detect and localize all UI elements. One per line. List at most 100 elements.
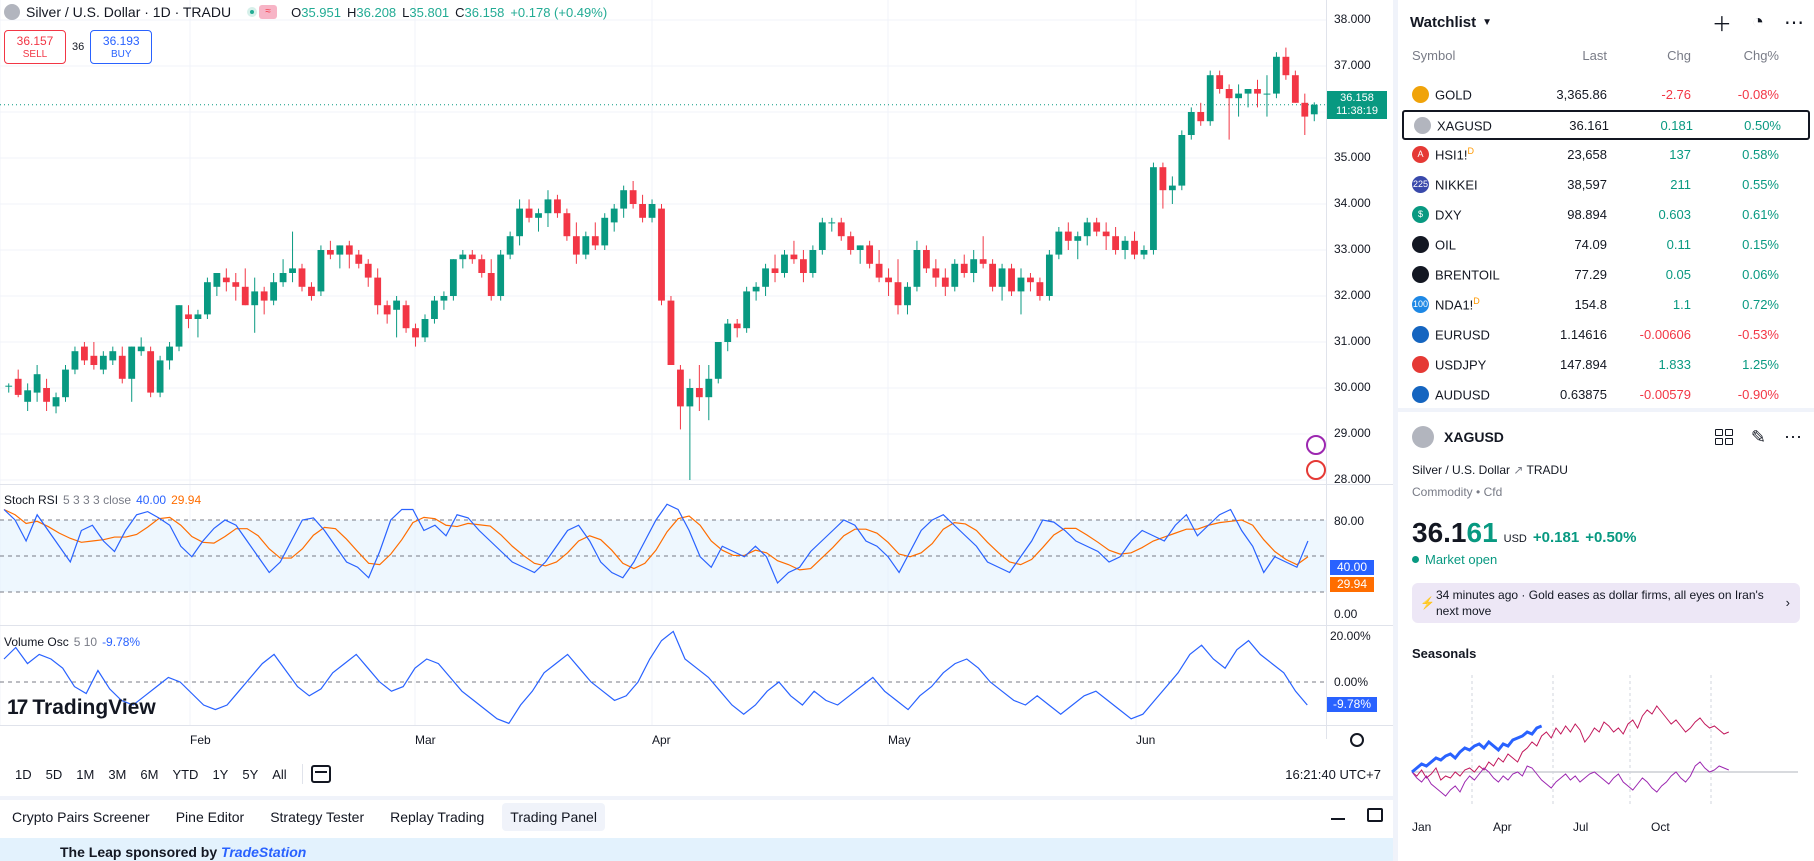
chart-title[interactable]: Silver / U.S. Dollar · 1D · TRADU bbox=[26, 4, 232, 20]
watchlist-symbol: DXY bbox=[1435, 206, 1528, 223]
sell-button[interactable]: 36.157 SELL bbox=[4, 30, 66, 64]
candle-body bbox=[516, 208, 523, 237]
seasonals-title[interactable]: Seasonals bbox=[1412, 646, 1477, 661]
change-pct: -0.90% bbox=[1737, 387, 1779, 402]
range-3m[interactable]: 3M bbox=[108, 766, 127, 782]
range-1m[interactable]: 1M bbox=[76, 766, 95, 782]
stoch-rsi-name[interactable]: Stoch RSI bbox=[4, 493, 59, 507]
watchlist-symbol: EURUSD bbox=[1435, 326, 1528, 343]
tab-strategy-tester[interactable]: Strategy Tester bbox=[270, 809, 365, 825]
more-icon[interactable]: ⋯ bbox=[1784, 426, 1802, 447]
details-symbol[interactable]: XAGUSD bbox=[1444, 429, 1504, 445]
price-axis-separator bbox=[1326, 0, 1327, 739]
minimize-icon[interactable] bbox=[1331, 818, 1345, 820]
candle-body bbox=[109, 351, 117, 361]
watchlist-symbol: XAGUSD bbox=[1437, 117, 1530, 133]
sell-label: SELL bbox=[22, 49, 48, 60]
us-flag-icon[interactable] bbox=[1306, 460, 1326, 480]
watchlist-row-eurusd[interactable]: EURUSD 1.14616 -0.00606 -0.53% bbox=[1398, 320, 1814, 350]
tradingview-logo[interactable]: 17 TradingView bbox=[7, 696, 156, 720]
candle-body bbox=[1301, 102, 1309, 117]
candle-body bbox=[1178, 135, 1186, 186]
add-symbol-icon[interactable]: ＋ bbox=[1711, 13, 1732, 36]
pane-separator-price[interactable] bbox=[0, 484, 1393, 485]
panel-divider[interactable] bbox=[1393, 0, 1398, 861]
last-price: 74.09 bbox=[1574, 237, 1607, 252]
grid-icon[interactable] bbox=[1714, 429, 1733, 445]
candle-body bbox=[979, 259, 987, 264]
chevron-down-icon[interactable]: ▼ bbox=[1482, 16, 1493, 28]
watchlist-row-hsi1[interactable]: A HSI1!D 23,658 137 0.58% bbox=[1398, 140, 1814, 170]
edit-icon[interactable]: ✎ bbox=[1750, 426, 1766, 447]
candle-body bbox=[800, 259, 807, 273]
change-pct: 0.72% bbox=[1742, 297, 1779, 312]
settings-gear-icon[interactable] bbox=[1350, 733, 1364, 747]
tab-pine-editor[interactable]: Pine Editor bbox=[175, 809, 245, 825]
range-1d[interactable]: 1D bbox=[15, 766, 32, 782]
watchlist-row-nda1[interactable]: 100 NDA1!D 154.8 1.1 0.72% bbox=[1398, 290, 1814, 320]
watchlist-row-audusd[interactable]: AUDUSD 0.63875 -0.00579 -0.90% bbox=[1398, 380, 1814, 410]
watchlist-title[interactable]: Watchlist bbox=[1410, 13, 1477, 31]
range-6m[interactable]: 6M bbox=[140, 766, 159, 782]
news-item[interactable]: ⚡ 34 minutes ago · Gold eases as dollar … bbox=[1412, 583, 1800, 623]
candle-body bbox=[989, 263, 997, 287]
tab-crypto-pairs-screener[interactable]: Crypto Pairs Screener bbox=[12, 809, 150, 825]
watchlist-row-oil[interactable]: OIL 74.09 0.11 0.15% bbox=[1398, 230, 1814, 260]
candle-body bbox=[71, 351, 79, 370]
candle-body bbox=[781, 254, 788, 273]
instrument-name[interactable]: Silver / U.S. Dollar bbox=[1412, 463, 1511, 477]
symbol-icon bbox=[1414, 116, 1431, 134]
col-chg-pct[interactable]: Chg% bbox=[1743, 48, 1779, 63]
chart-area[interactable]: Silver / U.S. Dollar · 1D · TRADU ≈ O35.… bbox=[0, 0, 1393, 861]
range-5d[interactable]: 5D bbox=[45, 766, 63, 782]
change: -0.00579 bbox=[1639, 387, 1691, 402]
price-chart[interactable] bbox=[0, 0, 1393, 739]
calendar-icon[interactable] bbox=[310, 765, 331, 783]
candle-body bbox=[535, 213, 542, 218]
maximize-icon[interactable] bbox=[1367, 808, 1383, 822]
watchlist-row-brentoil[interactable]: BRENTOIL 77.29 0.05 0.06% bbox=[1398, 260, 1814, 290]
alert-bolt-icon[interactable] bbox=[1306, 435, 1326, 455]
col-chg[interactable]: Chg bbox=[1667, 48, 1691, 63]
chevron-right-icon: › bbox=[1785, 595, 1790, 610]
tradingview-logo-text: TradingView bbox=[32, 696, 156, 719]
watchlist-row-usdjpy[interactable]: USDJPY 147.894 1.833 1.25% bbox=[1398, 350, 1814, 380]
col-symbol[interactable]: Symbol bbox=[1412, 48, 1456, 63]
bolt-icon: ⚡ bbox=[1420, 596, 1435, 610]
pie-chart-icon[interactable]: ◔ bbox=[1751, 10, 1764, 33]
price-axis-label: 30.000 bbox=[1334, 380, 1371, 394]
range-1y[interactable]: 1Y bbox=[212, 766, 229, 782]
external-link-icon[interactable]: ↗ bbox=[1513, 463, 1527, 477]
more-icon[interactable]: ⋯ bbox=[1784, 11, 1804, 34]
symbol-name: XAGUSD bbox=[1437, 118, 1492, 134]
symbol-legend: Silver / U.S. Dollar · 1D · TRADU ≈ O35.… bbox=[4, 4, 607, 20]
candle-body bbox=[241, 286, 249, 306]
watchlist-row-gold[interactable]: GOLD 3,365.86 -2.76 -0.08% bbox=[1398, 80, 1814, 110]
seasonals-chart[interactable] bbox=[1398, 665, 1814, 815]
time-axis-label: Feb bbox=[190, 733, 211, 747]
watchlist-row-xagusd[interactable]: XAGUSD 36.161 0.181 0.50% bbox=[1402, 110, 1810, 140]
buy-button[interactable]: 36.193 BUY bbox=[90, 30, 153, 64]
candle-body bbox=[317, 250, 325, 292]
flag-icon[interactable]: ≈ bbox=[259, 5, 278, 19]
candle-body bbox=[1225, 89, 1233, 99]
tab-trading-panel[interactable]: Trading Panel bbox=[502, 803, 605, 831]
candle-body bbox=[705, 378, 713, 398]
tab-replay-trading[interactable]: Replay Trading bbox=[390, 809, 485, 825]
candle-body bbox=[809, 250, 817, 273]
col-last[interactable]: Last bbox=[1582, 48, 1607, 63]
range-5y[interactable]: 5Y bbox=[242, 766, 259, 782]
watchlist-row-nikkei[interactable]: 225 NIKKEI 38,597 211 0.55% bbox=[1398, 170, 1814, 200]
candle-body bbox=[752, 286, 760, 292]
seasonals-line bbox=[1411, 761, 1729, 797]
bottom-panel-tabs: Crypto Pairs Screener Pine Editor Strate… bbox=[0, 796, 1393, 834]
range-ytd[interactable]: YTD bbox=[172, 766, 199, 782]
sponsor-banner[interactable]: The Leap sponsored by TradeStation bbox=[0, 838, 1393, 861]
range-all[interactable]: All bbox=[272, 766, 287, 782]
details-separator[interactable] bbox=[1398, 408, 1814, 412]
clock-timezone[interactable]: 16:21:40 UTC+7 bbox=[1285, 766, 1381, 782]
last-price: 77.29 bbox=[1574, 267, 1607, 282]
volume-osc-name[interactable]: Volume Osc bbox=[4, 635, 69, 649]
pane-separator-rsi[interactable] bbox=[0, 625, 1393, 626]
watchlist-row-dxy[interactable]: $ DXY 98.894 0.603 0.61% bbox=[1398, 200, 1814, 230]
